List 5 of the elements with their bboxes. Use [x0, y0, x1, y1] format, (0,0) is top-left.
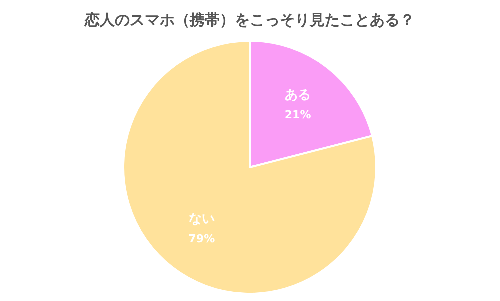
- slice-label: ない: [188, 212, 215, 227]
- chart-title: 恋人のスマホ（携帯）をこっそり見たことある？: [84, 10, 415, 29]
- data-label: 21%: [284, 108, 312, 122]
- data-label: 79%: [188, 232, 216, 246]
- slice-label: ある: [285, 88, 312, 103]
